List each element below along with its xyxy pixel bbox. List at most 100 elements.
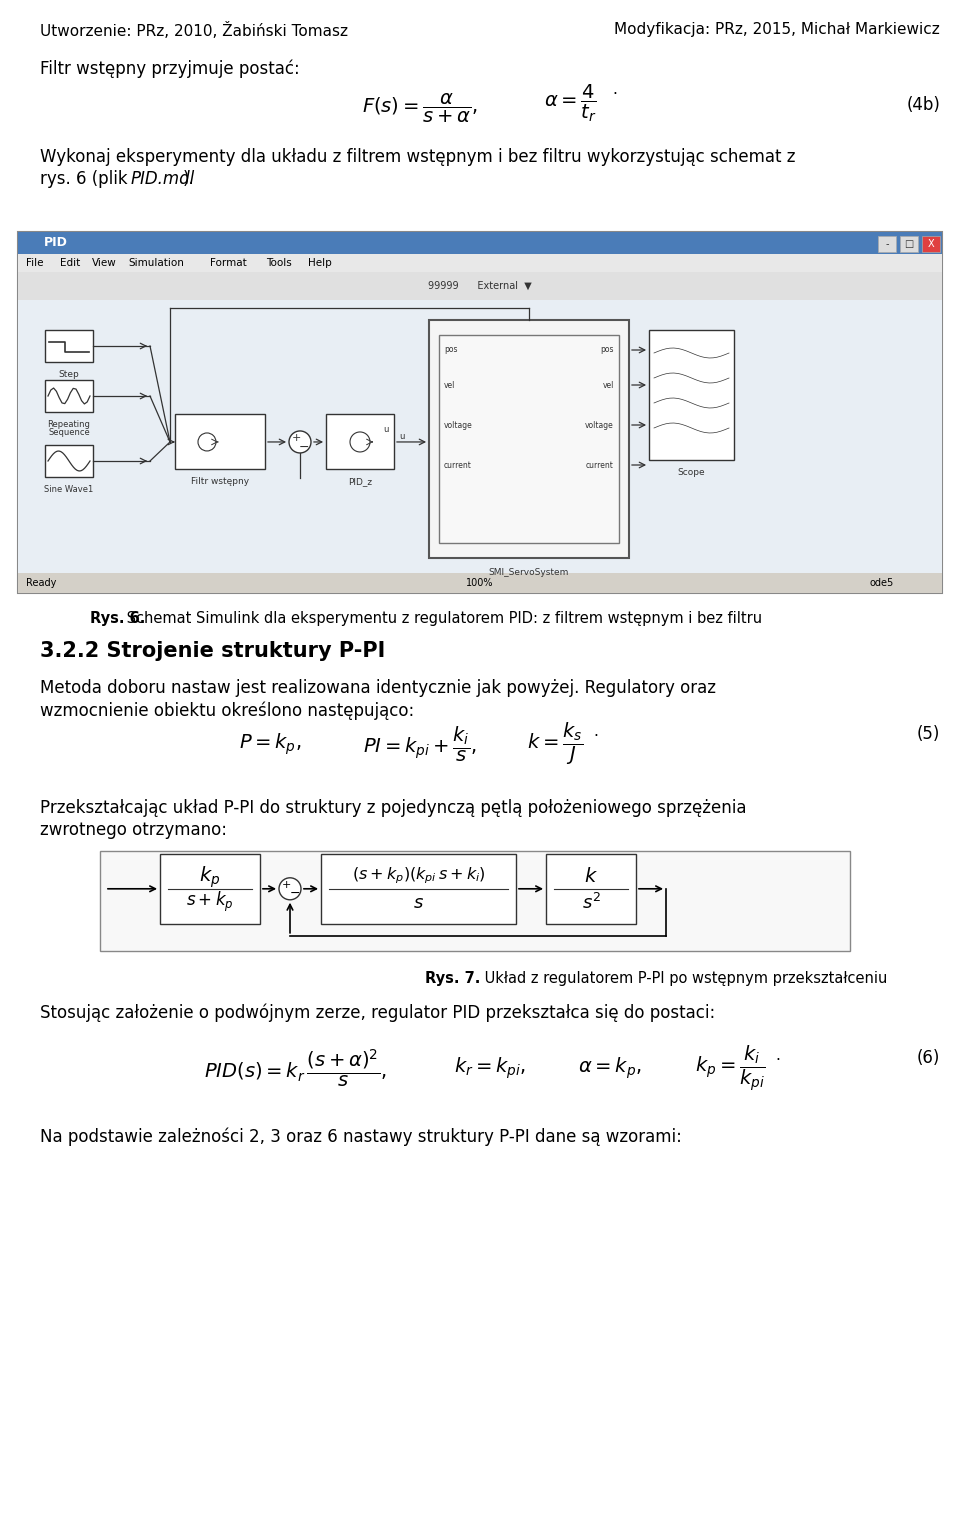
FancyBboxPatch shape xyxy=(18,233,942,593)
Text: $k_r = k_{pi},$: $k_r = k_{pi},$ xyxy=(454,1055,526,1081)
Text: ode5: ode5 xyxy=(870,578,894,588)
Text: View: View xyxy=(92,258,117,268)
Text: pos: pos xyxy=(601,345,614,354)
Text: −: − xyxy=(299,441,309,453)
Text: $s^2$: $s^2$ xyxy=(582,892,600,914)
Text: Step: Step xyxy=(59,369,80,378)
Text: zwrotnego otrzymano:: zwrotnego otrzymano: xyxy=(40,821,227,839)
FancyBboxPatch shape xyxy=(45,380,93,412)
Text: Format: Format xyxy=(210,258,247,268)
Text: u: u xyxy=(399,433,404,441)
Text: pos: pos xyxy=(444,345,458,354)
Text: Filtr wstępny: Filtr wstępny xyxy=(191,477,249,486)
Text: $P = k_p,$: $P = k_p,$ xyxy=(239,731,301,757)
Text: Na podstawie zależności 2, 3 oraz 6 nastawy struktury P-PI dane są wzorami:: Na podstawie zależności 2, 3 oraz 6 nast… xyxy=(40,1128,682,1146)
Text: vel: vel xyxy=(444,380,455,389)
Circle shape xyxy=(289,432,311,453)
FancyBboxPatch shape xyxy=(439,334,619,543)
Text: Simulation: Simulation xyxy=(128,258,184,268)
Text: $PID(s) = k_r\,\dfrac{(s+\alpha)^2}{s},$: $PID(s) = k_r\,\dfrac{(s+\alpha)^2}{s},$ xyxy=(204,1047,386,1088)
FancyBboxPatch shape xyxy=(321,854,516,924)
Text: Wykonaj eksperymenty dla układu z filtrem wstępnym i bez filtru wykorzystując sc: Wykonaj eksperymenty dla układu z filtre… xyxy=(40,147,796,166)
Text: vel: vel xyxy=(603,380,614,389)
Text: rys. 6 (plik: rys. 6 (plik xyxy=(40,170,132,188)
Text: Help: Help xyxy=(308,258,332,268)
Text: Sequence: Sequence xyxy=(48,429,90,438)
Text: Modyfikacja: PRz, 2015, Michał Markiewicz: Modyfikacja: PRz, 2015, Michał Markiewic… xyxy=(614,21,940,36)
Text: (6): (6) xyxy=(917,1049,940,1067)
Text: Stosując założenie o podwójnym zerze, regulator PID przekształca się do postaci:: Stosując założenie o podwójnym zerze, re… xyxy=(40,1003,715,1021)
FancyBboxPatch shape xyxy=(175,415,265,470)
Text: voltage: voltage xyxy=(444,421,472,430)
Text: □: □ xyxy=(904,239,914,249)
FancyBboxPatch shape xyxy=(429,321,629,558)
Text: 99999      External  ▼: 99999 External ▼ xyxy=(428,281,532,290)
Text: Repeating: Repeating xyxy=(48,420,90,429)
Text: (4b): (4b) xyxy=(906,96,940,114)
FancyBboxPatch shape xyxy=(900,236,918,252)
Text: Tools: Tools xyxy=(266,258,292,268)
FancyBboxPatch shape xyxy=(326,415,394,470)
Text: Sine Wave1: Sine Wave1 xyxy=(44,485,94,494)
Text: Ready: Ready xyxy=(26,578,57,588)
FancyBboxPatch shape xyxy=(922,236,940,252)
Text: X: X xyxy=(927,239,934,249)
Text: voltage: voltage xyxy=(586,421,614,430)
Text: $k_p$: $k_p$ xyxy=(200,865,221,889)
Text: PID.mdl: PID.mdl xyxy=(131,170,195,188)
Text: $k_p = \dfrac{k_i}{k_{pi}}$: $k_p = \dfrac{k_i}{k_{pi}}$ xyxy=(695,1043,765,1093)
Circle shape xyxy=(279,877,301,900)
Text: $.\ $: $.\ $ xyxy=(775,1049,780,1064)
Text: -: - xyxy=(885,239,889,249)
Text: Edit: Edit xyxy=(60,258,81,268)
Text: −: − xyxy=(290,888,300,900)
Text: $PI = k_{pi} + \dfrac{k_i}{s},$: $PI = k_{pi} + \dfrac{k_i}{s},$ xyxy=(363,725,477,763)
Text: wzmocnienie obiektu określono następująco:: wzmocnienie obiektu określono następując… xyxy=(40,701,415,719)
FancyBboxPatch shape xyxy=(18,233,942,254)
Text: (5): (5) xyxy=(917,725,940,743)
Text: SMI_ServoSystem: SMI_ServoSystem xyxy=(489,568,569,578)
Text: PID: PID xyxy=(44,237,68,249)
Text: $k$: $k$ xyxy=(584,866,598,886)
Text: $F(s) = \dfrac{\alpha}{s+\alpha},$: $F(s) = \dfrac{\alpha}{s+\alpha},$ xyxy=(362,91,478,125)
FancyBboxPatch shape xyxy=(45,445,93,477)
Text: 3.2.2 Strojenie struktury P-PI: 3.2.2 Strojenie struktury P-PI xyxy=(40,641,385,661)
Text: $(s+k_p)(k_{pi}\,s+k_i)$: $(s+k_p)(k_{pi}\,s+k_i)$ xyxy=(351,866,486,886)
FancyBboxPatch shape xyxy=(18,573,942,593)
Text: Przekształcając układ P-PI do struktury z pojedynczą pętlą położeniowego sprzęże: Przekształcając układ P-PI do struktury … xyxy=(40,800,747,818)
Text: $s$: $s$ xyxy=(413,894,424,912)
Text: current: current xyxy=(444,461,472,470)
FancyBboxPatch shape xyxy=(18,299,942,573)
FancyBboxPatch shape xyxy=(45,330,93,362)
Text: ).: ). xyxy=(183,170,195,188)
Text: Układ z regulatorem P-PI po wstępnym przekształceniu: Układ z regulatorem P-PI po wstępnym prz… xyxy=(480,971,887,986)
Text: 100%: 100% xyxy=(467,578,493,588)
FancyBboxPatch shape xyxy=(100,851,850,952)
FancyBboxPatch shape xyxy=(878,236,896,252)
Text: File: File xyxy=(26,258,43,268)
Text: Schemat Simulink dla eksperymentu z regulatorem PID: z filtrem wstępnym i bez fi: Schemat Simulink dla eksperymentu z regu… xyxy=(122,611,762,626)
Text: Scope: Scope xyxy=(678,468,706,477)
Text: PID_z: PID_z xyxy=(348,477,372,486)
FancyBboxPatch shape xyxy=(18,272,942,299)
Text: $s+k_p$: $s+k_p$ xyxy=(186,889,234,914)
Circle shape xyxy=(198,433,216,451)
Text: Filtr wstępny przyjmuje postać:: Filtr wstępny przyjmuje postać: xyxy=(40,59,300,79)
Text: current: current xyxy=(587,461,614,470)
Text: +: + xyxy=(291,433,300,442)
FancyBboxPatch shape xyxy=(546,854,636,924)
Text: $\alpha = k_p,$: $\alpha = k_p,$ xyxy=(578,1055,642,1081)
FancyBboxPatch shape xyxy=(160,854,260,924)
Text: Rys. 7.: Rys. 7. xyxy=(424,971,480,986)
FancyBboxPatch shape xyxy=(18,254,942,272)
Text: $.\ $: $.\ $ xyxy=(612,82,617,97)
Text: Metoda doboru nastaw jest realizowana identycznie jak powyżej. Regulatory oraz: Metoda doboru nastaw jest realizowana id… xyxy=(40,679,716,698)
Text: $.\ $: $.\ $ xyxy=(593,725,598,740)
FancyBboxPatch shape xyxy=(649,330,734,461)
Text: u: u xyxy=(383,426,389,435)
Text: +: + xyxy=(281,880,291,889)
Text: Utworzenie: PRz, 2010, Žabiński Tomasz: Utworzenie: PRz, 2010, Žabiński Tomasz xyxy=(40,21,348,40)
Text: $\alpha = \dfrac{4}{t_r}$: $\alpha = \dfrac{4}{t_r}$ xyxy=(543,82,596,123)
Circle shape xyxy=(350,432,370,451)
Text: $k = \dfrac{k_s}{J}$: $k = \dfrac{k_s}{J}$ xyxy=(527,720,583,768)
